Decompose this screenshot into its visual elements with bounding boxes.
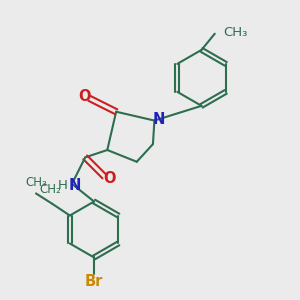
Text: N: N	[68, 178, 80, 193]
Text: CH₂: CH₂	[40, 183, 62, 196]
Text: O: O	[103, 171, 116, 186]
Text: O: O	[78, 89, 91, 104]
Text: N: N	[153, 112, 165, 127]
Text: H: H	[58, 179, 68, 192]
Text: Br: Br	[85, 274, 103, 289]
Text: CH₃: CH₃	[25, 176, 47, 189]
Text: CH₃: CH₃	[223, 26, 248, 39]
